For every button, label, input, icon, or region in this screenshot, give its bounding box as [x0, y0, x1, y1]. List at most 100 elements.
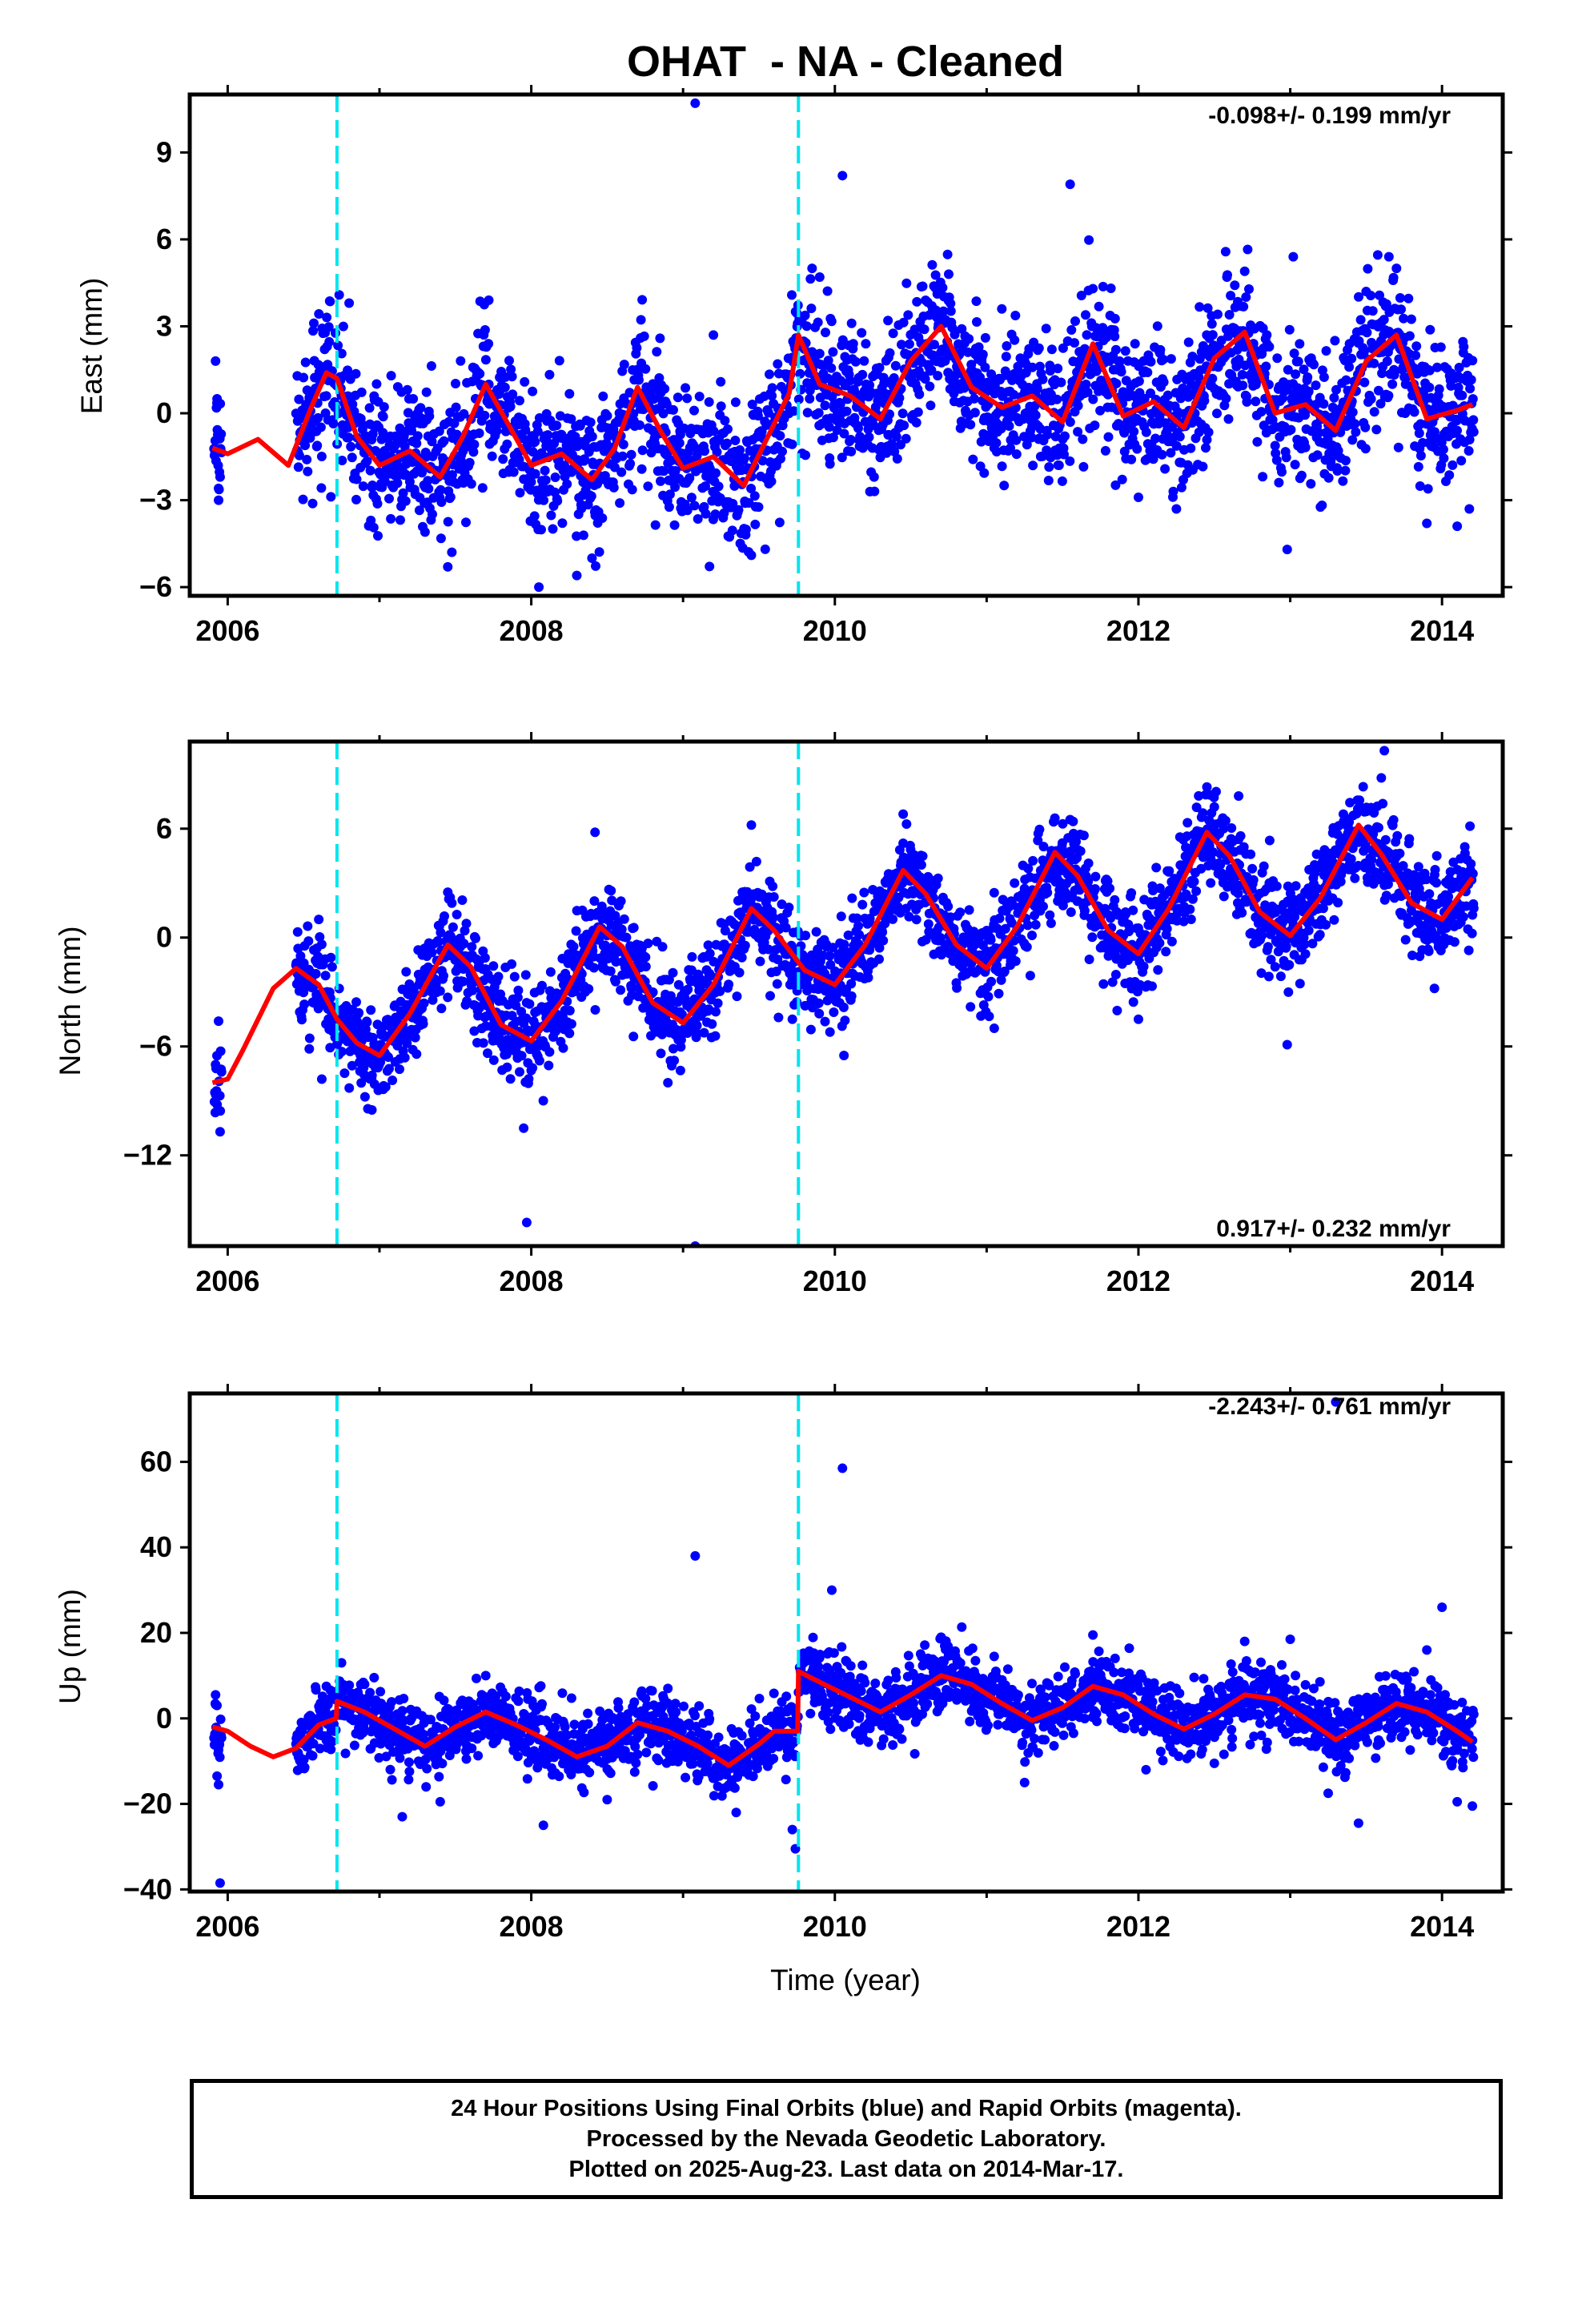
up-plot-frame — [187, 1391, 1505, 1894]
up-data-point — [215, 1878, 225, 1888]
up-data-point — [397, 1811, 408, 1822]
up-x-tick-label: 2014 — [1410, 1910, 1474, 1943]
up-panel: Up (mm) 60 40 20 0 −20 −40 2006 2008 2010 2012 201… — [54, 1384, 1512, 1943]
east-data-point — [214, 495, 224, 505]
east-x-tick-label: 2006 — [195, 614, 259, 647]
north-data-point — [314, 915, 324, 925]
north-data-point — [746, 820, 757, 830]
north-data-point — [898, 809, 909, 819]
up-data-point — [602, 1795, 612, 1805]
up-data-point — [1209, 1758, 1219, 1768]
up-x-tick-label: 2006 — [195, 1910, 259, 1943]
up-data-point — [480, 1671, 491, 1681]
east-x-tick-label: 2008 — [500, 614, 564, 647]
north-data-point — [1065, 814, 1075, 825]
up-y-tick-label: −40 — [123, 1872, 172, 1905]
east-data-point — [1133, 492, 1143, 502]
north-data-point — [211, 1059, 221, 1070]
east-data-point — [814, 271, 825, 282]
north-x-tick-label: 2014 — [1410, 1265, 1474, 1297]
up-x-tick-label: 2010 — [803, 1910, 867, 1943]
up-data-point — [936, 1632, 946, 1642]
up-data-point — [211, 1690, 221, 1700]
east-data-point — [1282, 545, 1292, 555]
up-data-point — [1285, 1634, 1295, 1644]
north-y-tick-label: −6 — [139, 1030, 172, 1063]
east-y-axis-label: East (mm) — [75, 278, 108, 415]
east-data-point — [587, 553, 597, 563]
east-data-point — [1422, 518, 1432, 529]
up-data-point — [435, 1796, 445, 1807]
north-data-point — [367, 1105, 377, 1116]
north-points — [209, 782, 1479, 1118]
north-data-point — [519, 1123, 529, 1133]
north-data-point — [1209, 802, 1219, 812]
east-y-tick-label: 9 — [156, 135, 172, 168]
up-data-point — [1468, 1801, 1478, 1811]
up-data-point — [837, 1463, 848, 1474]
north-data-point — [839, 1051, 849, 1061]
x-axis-label: Time (year) — [770, 1964, 921, 1996]
north-x-tick-label: 2012 — [1106, 1265, 1170, 1297]
up-data-point — [212, 1771, 223, 1781]
up-y-tick-label: 40 — [140, 1530, 172, 1563]
east-data-point — [211, 356, 221, 366]
east-x-tick-label: 2012 — [1106, 614, 1170, 647]
up-data-point — [321, 1681, 331, 1691]
east-y-tick-label: −6 — [139, 570, 172, 603]
up-x-tick-label: 2012 — [1106, 1910, 1170, 1943]
east-y-tick-label: −3 — [139, 484, 172, 517]
east-data-point — [212, 393, 223, 404]
up-rate-label: -2.243+/- 0.761 mm/yr — [1208, 1393, 1451, 1420]
north-daily-solutions — [209, 782, 1479, 1118]
north-data-point — [316, 1074, 327, 1084]
north-plot-frame — [187, 739, 1505, 1248]
east-panel: East (mm) 9 6 3 0 −3 −6 2006 2008 2010 2012 2014 -0… — [75, 85, 1512, 647]
east-data-point — [807, 263, 817, 274]
up-points — [209, 1622, 1479, 1801]
up-data-point — [1353, 1818, 1363, 1828]
north-data-point — [521, 1217, 532, 1228]
north-y-tick-label: −12 — [123, 1139, 172, 1172]
east-data-point — [1464, 504, 1475, 514]
east-data-point — [1391, 263, 1402, 274]
north-data-point — [1460, 842, 1470, 852]
north-data-point — [590, 827, 600, 838]
east-data-point — [837, 171, 848, 181]
north-y-tick-label: 0 — [156, 921, 172, 954]
east-model-curve — [211, 324, 1474, 489]
north-x-tick-label: 2008 — [500, 1265, 564, 1297]
north-model-curve — [211, 822, 1475, 1085]
north-x-tick-label: 2010 — [803, 1265, 867, 1297]
footer-line-1: 24 Hour Positions Using Final Orbits (bl… — [451, 2096, 1242, 2121]
east-data-point — [1171, 504, 1182, 514]
up-y-tick-label: 60 — [140, 1445, 172, 1478]
east-data-point — [690, 98, 701, 108]
east-data-point — [1452, 521, 1463, 532]
up-data-point — [787, 1824, 797, 1835]
east-data-point — [1088, 283, 1098, 294]
east-data-point — [1383, 251, 1394, 262]
east-data-point — [484, 295, 494, 305]
east-data-point — [997, 304, 1007, 314]
up-x-tick-label: 2008 — [500, 1910, 564, 1943]
north-data-point — [1282, 1039, 1292, 1050]
east-y-tick-label: 6 — [156, 223, 172, 255]
east-y-tick-label: 3 — [156, 309, 172, 342]
chart-title: OHAT - NA - Cleaned — [627, 38, 1064, 86]
up-data-point — [826, 1585, 837, 1595]
up-y-tick-label: 0 — [156, 1702, 172, 1735]
up-data-point — [336, 1658, 347, 1668]
up-data-point — [690, 1550, 701, 1561]
east-data-point — [572, 570, 582, 581]
north-data-point — [1376, 773, 1387, 783]
north-data-point — [1379, 746, 1390, 756]
east-data-point — [1065, 179, 1075, 190]
north-y-tick-label: 6 — [156, 812, 172, 845]
up-data-point — [1437, 1602, 1447, 1612]
up-data-point — [663, 1683, 673, 1694]
east-data-point — [534, 582, 544, 593]
east-data-point — [1288, 251, 1299, 262]
east-data-point — [1361, 287, 1371, 297]
